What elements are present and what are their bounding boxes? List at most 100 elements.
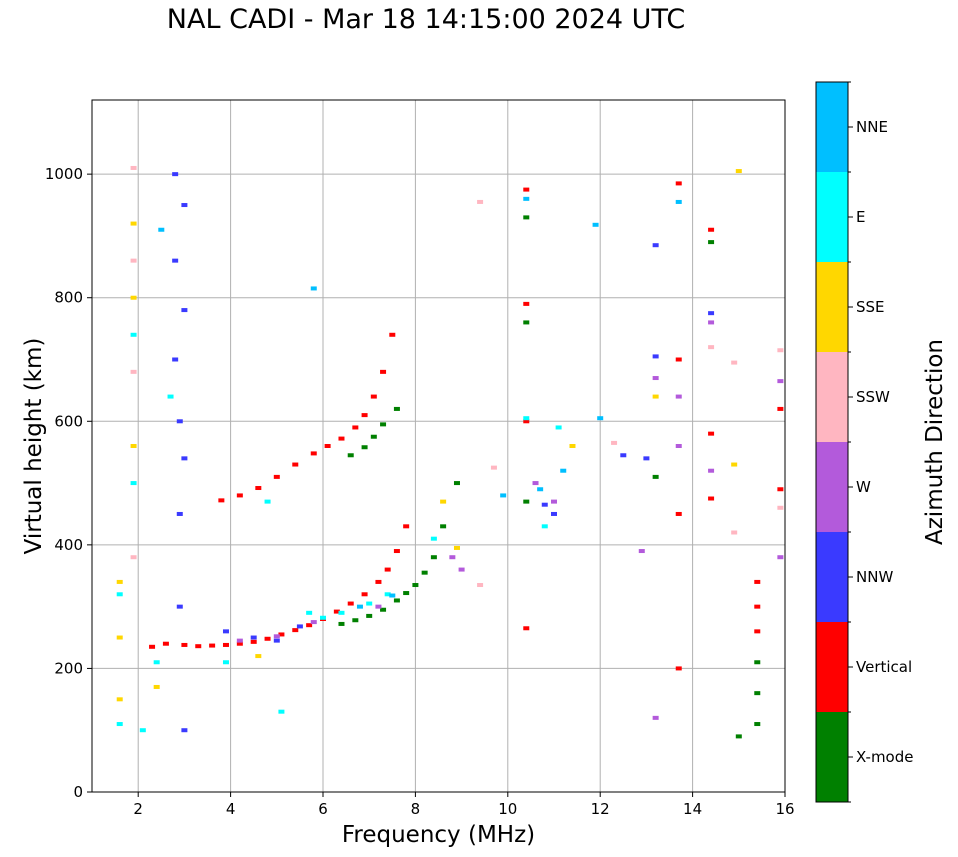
data-point-vertical: [393, 549, 400, 554]
data-point-vertical: [370, 394, 377, 399]
colorbar-swatch-nne: [816, 82, 848, 172]
data-point-vertical: [149, 644, 156, 649]
data-point-vertical: [209, 643, 216, 648]
data-point-x-mode: [366, 613, 373, 618]
data-point-vertical: [162, 641, 169, 646]
data-point-nne: [310, 286, 317, 291]
data-point-x-mode: [370, 434, 377, 439]
colorbar-swatch-vertical: [816, 622, 848, 712]
data-point-ssw: [777, 348, 784, 353]
data-point-e: [523, 416, 530, 421]
data-point-x-mode: [652, 474, 659, 479]
data-point-nnw: [222, 629, 229, 634]
data-point-sse: [255, 654, 262, 659]
data-point-w: [458, 567, 465, 572]
data-point-e: [320, 615, 326, 620]
colorbar-tick-label: E: [856, 208, 865, 226]
data-point-w: [236, 638, 243, 643]
data-point-e: [130, 481, 137, 486]
data-point-e: [153, 660, 160, 665]
colorbar-tick-label: SSW: [856, 388, 890, 406]
data-point-e: [338, 610, 345, 615]
data-point-nnw: [176, 419, 183, 424]
data-point-sse: [652, 394, 659, 399]
data-point-ssw: [708, 345, 715, 350]
data-point-e: [541, 524, 548, 529]
data-point-vertical: [675, 511, 682, 516]
colorbar-label: Azimuth Direction: [922, 339, 948, 545]
data-point-e: [366, 601, 373, 606]
data-point-w: [675, 394, 682, 399]
data-point-sse: [130, 295, 137, 300]
data-point-e: [384, 592, 391, 597]
data-point-nne: [560, 468, 567, 473]
data-point-ssw: [477, 199, 484, 204]
data-point-w: [675, 444, 682, 448]
y-tick-label: 1000: [45, 165, 83, 183]
data-point-ssw: [731, 530, 738, 535]
data-point-x-mode: [523, 499, 530, 504]
data-point-vertical: [181, 642, 188, 647]
data-point-sse: [116, 579, 123, 584]
data-point-vertical: [403, 524, 410, 529]
plot-frame: [91, 99, 786, 793]
data-point-nne: [389, 593, 396, 598]
data-point-nnw: [176, 511, 183, 516]
colorbar-tick-label: NNW: [856, 568, 893, 586]
data-point-vertical: [324, 444, 331, 448]
data-point-e: [306, 610, 313, 615]
data-points: [116, 165, 784, 739]
data-point-x-mode: [735, 734, 742, 739]
data-point-w: [708, 320, 715, 325]
data-point-vertical: [708, 496, 715, 501]
colorbar-tick-label: X-mode: [856, 748, 913, 766]
data-point-ssw: [490, 465, 497, 470]
data-point-vertical: [273, 474, 280, 479]
data-point-sse: [453, 545, 460, 550]
data-point-e: [222, 660, 229, 665]
data-point-vertical: [236, 641, 243, 646]
data-point-vertical: [754, 629, 761, 634]
data-point-vertical: [292, 628, 299, 633]
data-point-x-mode: [440, 524, 447, 529]
data-point-vertical: [523, 419, 530, 424]
data-point-nnw: [708, 311, 715, 316]
x-tick-label: 10: [498, 800, 517, 818]
data-point-ssw: [130, 555, 137, 560]
data-point-x-mode: [412, 583, 419, 588]
x-tick-label: 16: [775, 800, 794, 818]
data-point-nne: [537, 487, 544, 492]
data-point-vertical: [310, 451, 317, 456]
y-tick-label: 0: [73, 783, 83, 801]
data-point-vertical: [333, 609, 340, 614]
data-point-ssw: [130, 369, 137, 374]
data-point-sse: [130, 444, 137, 448]
data-point-w: [310, 620, 317, 625]
data-point-w: [551, 499, 557, 504]
colorbar-tick-label: SSE: [856, 298, 885, 316]
colorbar: X-mode Vertical NNW W SSW SSE E NNE: [815, 81, 913, 803]
data-point-x-mode: [430, 555, 437, 560]
data-point-nnw: [181, 308, 188, 313]
y-axis-ticks: 0 200 400 600 800 1000: [45, 165, 92, 801]
data-point-e: [130, 332, 137, 337]
y-tick-label: 600: [54, 412, 83, 430]
data-point-x-mode: [421, 570, 428, 575]
data-point-sse: [116, 697, 123, 702]
data-point-vertical: [777, 487, 784, 492]
data-point-nnw: [250, 635, 257, 640]
data-point-nnw: [176, 604, 183, 609]
data-point-nnw: [181, 728, 188, 733]
data-point-x-mode: [453, 481, 460, 486]
data-point-vertical: [250, 639, 257, 644]
data-point-vertical: [292, 462, 299, 467]
data-point-x-mode: [523, 320, 530, 325]
data-point-vertical: [236, 493, 243, 498]
data-point-vertical: [278, 632, 285, 637]
colorbar-swatch-ssw: [816, 352, 848, 442]
data-point-x-mode: [393, 598, 400, 603]
data-point-nnw: [181, 203, 188, 208]
data-point-ssw: [130, 165, 137, 170]
data-point-w: [708, 468, 715, 473]
